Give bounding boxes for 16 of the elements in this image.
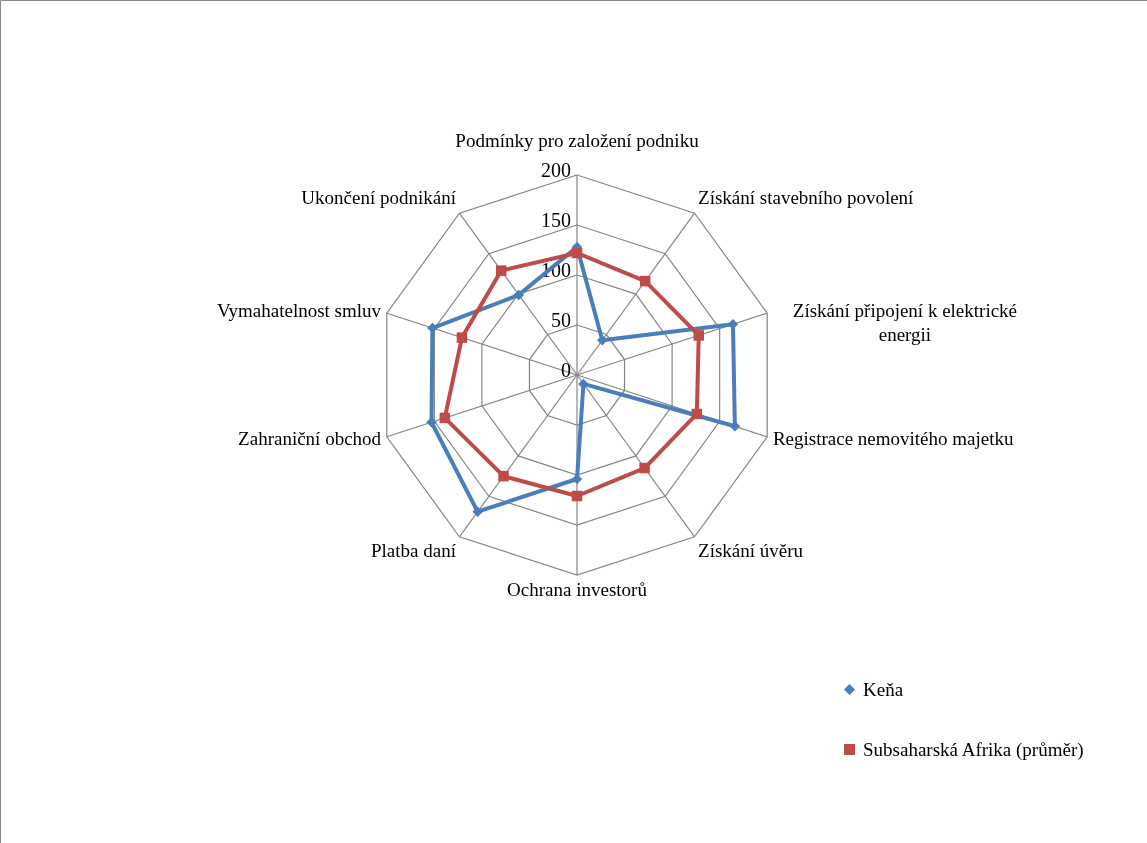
legend-label: Keňa: [863, 678, 904, 700]
spoke-label: Ochrana investorů: [507, 579, 648, 600]
spoke-label: Získání připojení k elektrické energii: [792, 300, 1018, 346]
y-tick-label: 200: [541, 159, 571, 181]
spoke-label: Podmínky pro založení podniku: [455, 130, 700, 151]
spoke-label: Zahraniční obchod: [238, 427, 382, 449]
y-tick-label: 150: [541, 209, 571, 231]
spoke-label: Registrace nemovitého majetku: [772, 427, 1015, 449]
spoke-label: Platba daní: [370, 539, 457, 561]
spoke-label: Ukončení podnikání: [301, 187, 457, 209]
spoke-label: Získání úvěru: [698, 539, 804, 561]
y-tick-label: 50: [551, 309, 571, 331]
spoke-label: Vymahatelnost smluv: [216, 300, 382, 322]
spoke-label: Získání stavebního povolení: [698, 187, 915, 209]
y-tick-label: 0: [561, 359, 571, 381]
legend-label: Subsaharská Afrika (průměr): [863, 738, 1084, 761]
